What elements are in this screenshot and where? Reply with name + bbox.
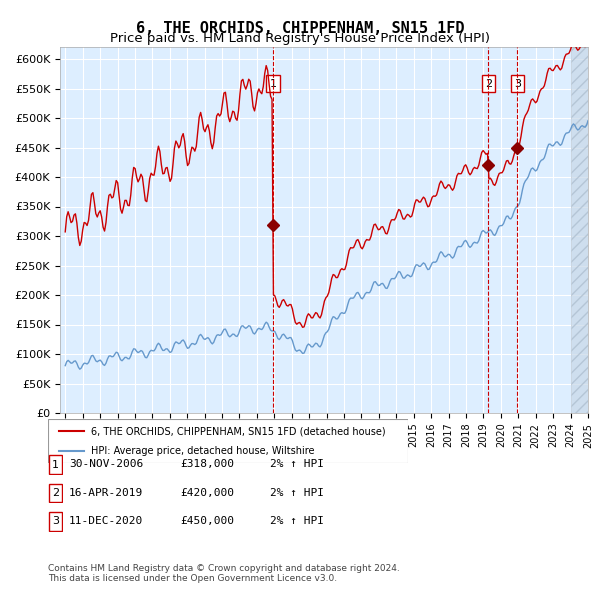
Text: Price paid vs. HM Land Registry's House Price Index (HPI): Price paid vs. HM Land Registry's House … xyxy=(110,32,490,45)
Text: 1: 1 xyxy=(52,460,59,470)
Text: £318,000: £318,000 xyxy=(180,460,234,469)
Text: 11-DEC-2020: 11-DEC-2020 xyxy=(69,516,143,526)
Text: 2% ↑ HPI: 2% ↑ HPI xyxy=(270,488,324,497)
Text: 2% ↑ HPI: 2% ↑ HPI xyxy=(270,516,324,526)
Text: 6, THE ORCHIDS, CHIPPENHAM, SN15 1FD (detached house): 6, THE ORCHIDS, CHIPPENHAM, SN15 1FD (de… xyxy=(91,427,386,436)
Text: 3: 3 xyxy=(52,516,59,526)
Text: £420,000: £420,000 xyxy=(180,488,234,497)
FancyBboxPatch shape xyxy=(49,455,62,474)
Text: 3: 3 xyxy=(514,79,521,88)
Text: 16-APR-2019: 16-APR-2019 xyxy=(69,488,143,497)
Text: Contains HM Land Registry data © Crown copyright and database right 2024.
This d: Contains HM Land Registry data © Crown c… xyxy=(48,563,400,583)
Bar xyxy=(571,47,588,413)
Text: 6, THE ORCHIDS, CHIPPENHAM, SN15 1FD: 6, THE ORCHIDS, CHIPPENHAM, SN15 1FD xyxy=(136,21,464,35)
FancyBboxPatch shape xyxy=(49,512,62,530)
Text: 30-NOV-2006: 30-NOV-2006 xyxy=(69,460,143,469)
Text: £450,000: £450,000 xyxy=(180,516,234,526)
FancyBboxPatch shape xyxy=(48,419,408,463)
FancyBboxPatch shape xyxy=(49,484,62,502)
Text: 2% ↑ HPI: 2% ↑ HPI xyxy=(270,460,324,469)
Text: 2: 2 xyxy=(485,79,492,88)
Text: HPI: Average price, detached house, Wiltshire: HPI: Average price, detached house, Wilt… xyxy=(91,446,314,455)
Text: 1: 1 xyxy=(269,79,277,88)
Text: 2: 2 xyxy=(52,488,59,498)
